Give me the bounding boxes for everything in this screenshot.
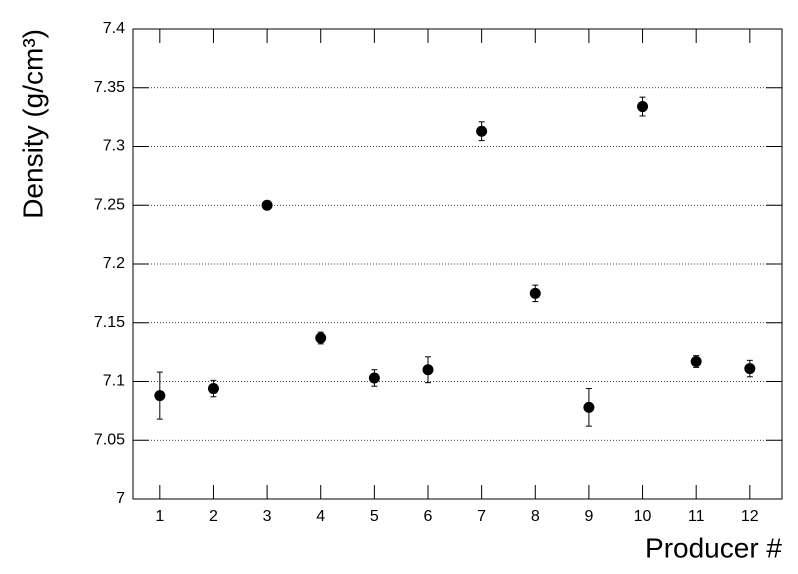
point	[529, 287, 541, 299]
x-tick-label: 3	[263, 508, 272, 525]
x-tick-label: 6	[424, 508, 433, 525]
x-tick-label: 7	[477, 508, 486, 525]
y-tick-label: 7	[116, 490, 125, 507]
point	[637, 101, 649, 113]
point	[154, 390, 166, 402]
x-tick-label: 2	[209, 508, 218, 525]
x-tick-label: 8	[531, 508, 540, 525]
y-axis-label: Density (g/cm³)	[17, 29, 48, 219]
y-tick-label: 7.35	[94, 79, 125, 96]
point	[476, 125, 488, 137]
point	[583, 401, 595, 413]
x-tick-label: 11	[688, 508, 705, 525]
x-tick-label: 1	[155, 508, 164, 525]
x-tick-label: 5	[370, 508, 379, 525]
x-tick-label: 12	[741, 508, 759, 525]
y-tick-label: 7.3	[103, 138, 125, 155]
x-tick-label: 4	[316, 508, 325, 525]
point	[315, 332, 327, 344]
point	[368, 372, 380, 384]
y-tick-label: 7.15	[94, 314, 125, 331]
x-axis-label: Producer #	[645, 532, 782, 563]
point	[744, 363, 756, 375]
y-tick-label: 7.4	[103, 20, 125, 37]
x-tick-label: 9	[584, 508, 593, 525]
point	[422, 364, 434, 376]
point	[690, 356, 702, 368]
point	[207, 383, 219, 395]
x-tick-label: 10	[634, 508, 652, 525]
point	[261, 199, 273, 211]
y-tick-label: 7.2	[103, 255, 125, 272]
y-tick-label: 7.1	[103, 373, 125, 390]
y-tick-label: 7.25	[94, 196, 125, 213]
y-tick-label: 7.05	[94, 431, 125, 448]
